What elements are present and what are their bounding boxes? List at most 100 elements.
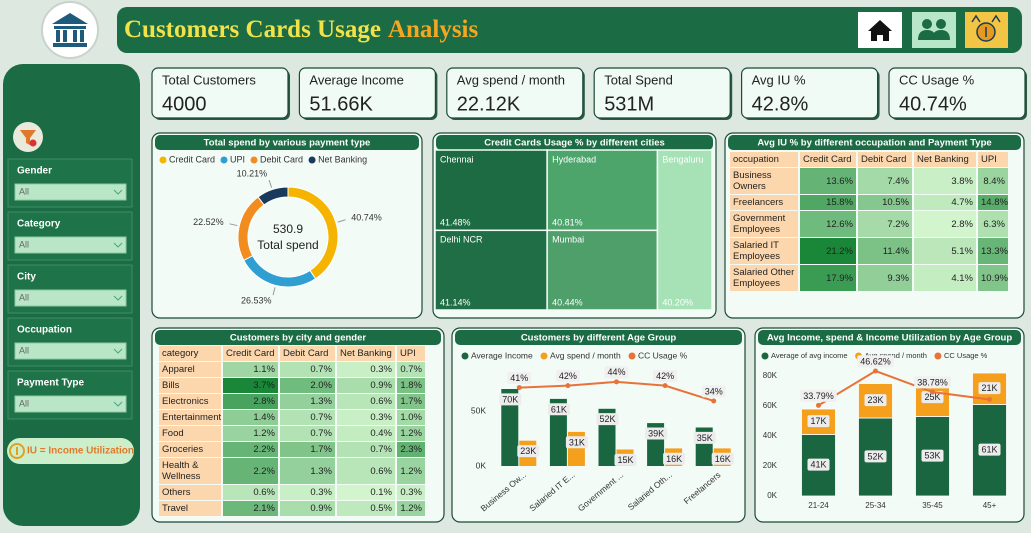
filter-value: All	[19, 345, 29, 355]
heat-cell: 3.7%	[223, 378, 278, 393]
table-row: Entertainment 1.4% 0.7% 0.3% 1.0%	[159, 410, 425, 425]
filter-dropdown[interactable]	[14, 183, 127, 201]
legend-marker	[220, 156, 228, 164]
heat-cell: 5.1%	[914, 238, 976, 264]
kpi-card	[298, 67, 436, 119]
kpi-value: 4000	[162, 93, 207, 115]
filter-dropdown[interactable]	[14, 342, 127, 360]
x-tick-label: 45+	[983, 501, 997, 510]
kpi-card	[888, 67, 1026, 119]
header-row: occupation Credit Card Debit Card Net Banki…	[730, 152, 1008, 167]
heat-cell: 8.4%	[978, 168, 1008, 194]
heat-cell: 0.6%	[337, 458, 395, 484]
label-box	[604, 366, 629, 379]
heat-cell: 15.8%	[800, 195, 856, 210]
data-label: 34%	[705, 386, 723, 396]
panel	[151, 132, 423, 319]
legend-marker	[934, 352, 942, 360]
kpi-label: CC Usage %	[899, 72, 975, 87]
money-icon	[971, 14, 1001, 42]
data-label: 16K	[715, 454, 731, 464]
table-row: Groceries 2.2% 1.7% 0.7% 2.3%	[159, 442, 425, 457]
label-box	[807, 415, 830, 428]
customers-button[interactable]	[912, 12, 956, 48]
kpi-label: Avg IU %	[752, 72, 806, 87]
label-box	[711, 452, 734, 465]
treemap-cell	[434, 229, 548, 311]
filter-dropdown[interactable]	[14, 289, 127, 307]
header-bar	[117, 7, 1022, 53]
label-box	[663, 452, 686, 465]
kpi-value: 22.12K	[457, 93, 521, 115]
panel-header	[758, 330, 1021, 345]
kpi-card	[446, 67, 584, 119]
data-label: 61K	[551, 404, 567, 414]
y-tick-label: 60K	[763, 401, 778, 410]
panel-header	[455, 330, 742, 345]
kpi-value: 40.74%	[899, 93, 967, 115]
table-row: Others 0.6% 0.3% 0.1% 0.3%	[159, 485, 425, 500]
heat-cell: 10.5%	[858, 195, 912, 210]
row-label: Apparel	[159, 362, 221, 377]
filter-label: Occupation	[17, 325, 72, 336]
kpi-value: 531M	[604, 93, 654, 115]
heat-cell: 12.6%	[800, 211, 856, 237]
heat-cell: 2.2%	[223, 458, 278, 484]
leader-line	[272, 287, 276, 296]
panel-title: Credit Cards Usage % by different cities	[484, 138, 665, 149]
y-tick-label: 40K	[763, 431, 778, 440]
heat-cell: 14.8%	[978, 195, 1008, 210]
heat-cell: 0.7%	[337, 442, 395, 457]
legend-label: Debit Card	[260, 154, 303, 164]
heat-cell: 2.2%	[223, 442, 278, 457]
logo-icon	[52, 13, 88, 47]
heat-cell: 1.0%	[397, 410, 425, 425]
legend-label: Credit Card	[169, 154, 215, 164]
legend-label: Average Income	[471, 350, 533, 360]
treemap-name: Hyderabad	[552, 154, 596, 164]
heat-cell: 0.6%	[223, 485, 278, 500]
note-text: IU = Income Utilization	[27, 446, 134, 457]
legend-label: CC Usage %	[944, 351, 988, 360]
treemap-name: Mumbai	[552, 235, 584, 245]
legend-marker	[461, 352, 469, 360]
x-tick-label: 21-24	[808, 501, 829, 510]
data-label: 35K	[697, 433, 713, 443]
dropdown-chevron	[113, 189, 123, 195]
filter-value: All	[19, 398, 29, 408]
bar	[501, 389, 519, 466]
filter-dropdown[interactable]	[14, 395, 127, 413]
heat-cell: 1.7%	[397, 394, 425, 409]
heat-cell: 2.3%	[397, 442, 425, 457]
data-label: 33.79%	[803, 391, 834, 401]
customers-icon	[918, 19, 950, 40]
column-header: Credit Card	[800, 152, 856, 167]
panel-header	[155, 330, 441, 345]
filter-dropdown[interactable]	[14, 236, 127, 254]
treemap-name: Delhi NCR	[440, 235, 483, 245]
line-point	[565, 383, 571, 389]
heat-cell: 0.3%	[337, 410, 395, 425]
table-row: Government Employees 12.6% 7.2% 2.8% 6.3%	[730, 211, 1008, 237]
label-box	[978, 382, 1001, 395]
heat-cell: 13.6%	[800, 168, 856, 194]
data-label: 25K	[924, 392, 940, 402]
title-accent: Analysis	[388, 16, 479, 43]
column-header: Debit Card	[858, 152, 912, 167]
table-row: Travel 2.1% 0.9% 0.5% 1.2%	[159, 501, 425, 516]
column-header: occupation	[730, 152, 798, 167]
slice-label: 26.53%	[241, 295, 272, 305]
column-header: Credit Card	[223, 346, 278, 361]
heat-cell: 0.6%	[337, 394, 395, 409]
legend-marker	[761, 352, 769, 360]
y-tick-label: 0K	[767, 491, 777, 500]
heat-cell: 1.2%	[397, 426, 425, 441]
data-label: 70K	[502, 394, 518, 404]
line	[817, 369, 990, 407]
heat-cell: 17.9%	[800, 265, 856, 291]
logo	[41, 1, 99, 59]
heat-cell: 0.3%	[280, 485, 335, 500]
treemap-cell	[656, 149, 713, 311]
label-box	[614, 453, 637, 466]
